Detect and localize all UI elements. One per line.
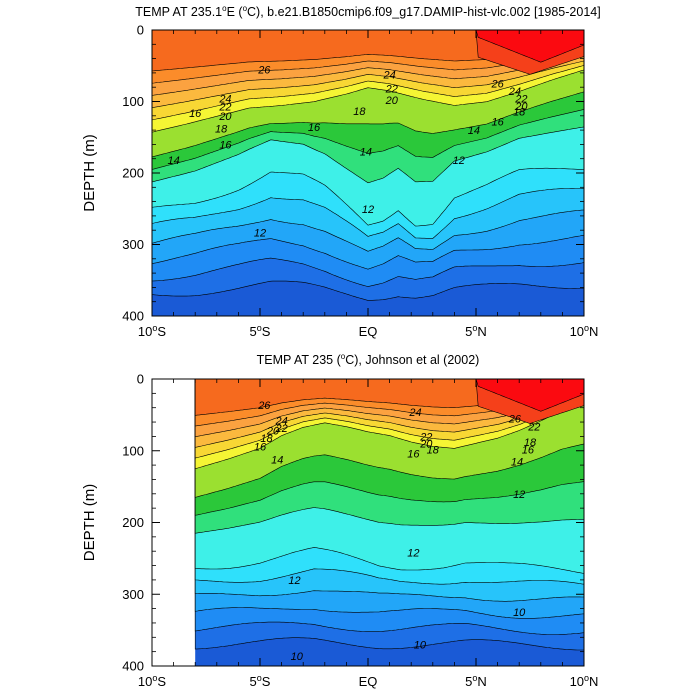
y-tick-label: 100 — [122, 94, 144, 109]
contour-label: 22 — [419, 431, 432, 443]
contour-label: 26 — [508, 413, 522, 425]
contour-label: 18 — [427, 444, 440, 456]
contour-field — [152, 30, 584, 316]
y-tick-label: 300 — [122, 237, 144, 252]
contour-label: 20 — [266, 426, 280, 438]
contour-label: 18 — [513, 107, 526, 119]
contour-label: 16 — [189, 108, 202, 120]
contour-label: 26 — [490, 79, 504, 91]
x-tick-label: 5oN — [465, 323, 487, 339]
contour-label: 12 — [513, 489, 525, 501]
y-tick-label: 200 — [122, 515, 144, 530]
contour-label: 24 — [218, 94, 231, 106]
y-tick-label: 0 — [137, 372, 144, 387]
contour-field — [194, 379, 584, 666]
contour-label: 18 — [524, 437, 537, 449]
panel-title: TEMP AT 235 (oC), Johnson et al (2002) — [257, 352, 480, 367]
x-tick-label: EQ — [359, 324, 378, 339]
contour-label: 16 — [219, 139, 232, 151]
x-tick-label: 10oN — [570, 323, 599, 339]
x-tick-label: 5oN — [465, 673, 487, 689]
contour-label: 20 — [385, 95, 399, 107]
contour-label: 22 — [218, 102, 231, 114]
y-tick-label: 400 — [122, 309, 144, 324]
x-tick-label: 5oS — [250, 323, 271, 339]
contour-label: 10 — [513, 607, 526, 619]
contour-label: 10 — [414, 639, 427, 651]
contour-label: 20 — [514, 101, 528, 113]
contour-label: 24 — [274, 416, 287, 428]
contour-label: 18 — [260, 433, 273, 445]
x-tick-label: 5oS — [250, 673, 271, 689]
y-tick-label: 200 — [122, 166, 144, 181]
y-tick-label: 100 — [122, 443, 144, 458]
contour-label: 12 — [254, 227, 266, 239]
panel-1: 26 24222018161416242220181614121212262422… — [81, 4, 601, 339]
contour-label: 22 — [274, 423, 287, 435]
y-tick-label: 300 — [122, 587, 144, 602]
x-tick-label: 10oN — [570, 673, 599, 689]
x-tick-label: EQ — [359, 674, 378, 689]
y-tick-label: 0 — [137, 23, 144, 38]
contour-label: 10 — [291, 651, 304, 663]
y-tick-label: 400 — [122, 659, 144, 674]
contour-band-17 — [195, 379, 584, 412]
panel-title: TEMP AT 235.1oE (oC), b.e21.B1850cmip6.f… — [135, 4, 600, 19]
contour-label: 16 — [407, 449, 420, 461]
contour-label: 16 — [522, 444, 535, 456]
contour-label: 18 — [353, 106, 366, 118]
contour-label: 24 — [408, 407, 421, 419]
contour-label: 22 — [527, 421, 540, 433]
contour-label: 12 — [288, 575, 300, 587]
contour-label: 24 — [382, 69, 395, 81]
contour-label: 12 — [453, 155, 465, 167]
contour-label: 26 — [257, 400, 271, 412]
contour-label: 18 — [215, 124, 228, 136]
y-axis-label: DEPTH (m) — [81, 484, 98, 562]
contour-label: 14 — [511, 457, 523, 469]
contour-label: 14 — [271, 454, 283, 466]
contour-label: 22 — [514, 94, 527, 106]
contour-label: 24 — [508, 86, 521, 98]
y-axis-label: DEPTH (m) — [81, 134, 98, 212]
contour-label: 22 — [385, 84, 398, 96]
contour-label: 16 — [308, 122, 321, 134]
contour-label: 14 — [468, 125, 480, 137]
contour-label: 20 — [419, 439, 433, 451]
x-tick-label: 10oS — [138, 673, 166, 689]
contour-label: 12 — [362, 204, 374, 216]
contour-label: 16 — [254, 441, 267, 453]
panel-2: 2624222018161424222018162622181614121212… — [81, 352, 598, 689]
contour-band-16 — [195, 379, 584, 424]
contour-label: 14 — [360, 147, 372, 159]
contour-label: 12 — [407, 548, 419, 560]
contour-label: 16 — [491, 117, 504, 129]
contour-label: 20 — [218, 111, 232, 123]
x-tick-label: 10oS — [138, 323, 166, 339]
contour-label: 14 — [167, 155, 179, 167]
contour-label: 26 — [257, 64, 271, 76]
